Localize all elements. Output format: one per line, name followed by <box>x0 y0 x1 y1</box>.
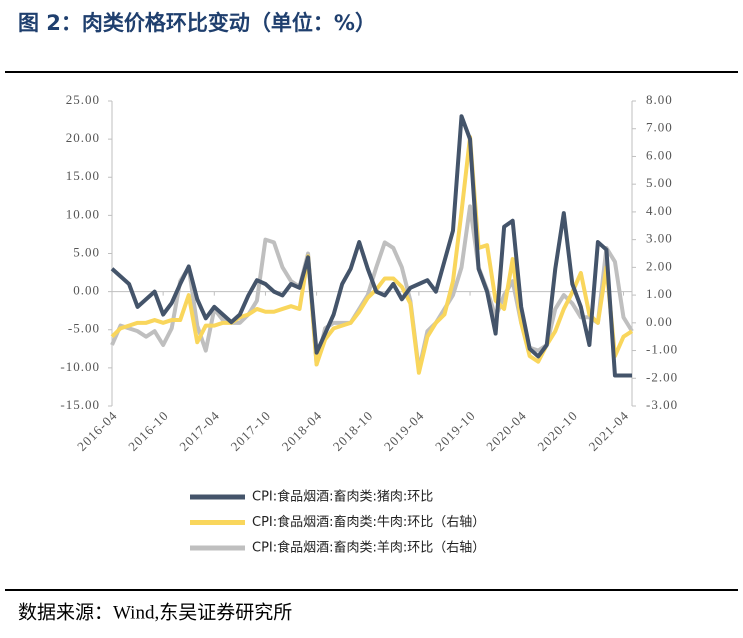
y2-tick-label: 4.00 <box>646 203 673 218</box>
y2-tick-label: 7.00 <box>646 120 673 135</box>
y-tick-label: 15.00 <box>66 168 100 183</box>
x-tick-label: 2018-04 <box>279 408 325 454</box>
y2-tick-label: -3.00 <box>646 397 678 412</box>
legend-label: CPI:食品烟酒:畜肉类:牛肉:环比（右轴） <box>252 514 485 530</box>
x-tick-label: 2018-10 <box>330 408 376 454</box>
legend-label: CPI:食品烟酒:畜肉类:羊肉:环比（右轴） <box>252 540 485 556</box>
y-tick-label: -15.00 <box>60 397 100 412</box>
y2-tick-label: 2.00 <box>646 258 673 273</box>
x-tick-label: 2017-04 <box>176 408 222 454</box>
y2-tick-label: 8.00 <box>646 92 673 107</box>
x-tick-label: 2020-04 <box>483 408 529 454</box>
x-tick-label: 2020-10 <box>534 408 580 454</box>
x-tick-label: 2019-10 <box>432 408 478 454</box>
y-tick-label: 10.00 <box>66 206 100 221</box>
chart-title: 图 2：肉类价格环比变动（单位：%） <box>18 11 376 35</box>
y2-tick-label: -2.00 <box>646 369 678 384</box>
y-tick-label: 0.00 <box>73 283 100 298</box>
x-tick-label: 2019-04 <box>381 408 427 454</box>
y-tick-label: 25.00 <box>66 92 100 107</box>
data-line <box>110 114 632 378</box>
y2-tick-label: 6.00 <box>646 147 673 162</box>
y2-tick-label: 3.00 <box>646 231 673 246</box>
y2-tick-label: 5.00 <box>646 175 673 190</box>
x-tick-label: 2016-10 <box>125 408 171 454</box>
data-line <box>110 135 634 375</box>
y-tick-label: -5.00 <box>68 321 100 336</box>
y2-tick-label: 1.00 <box>646 286 673 301</box>
legend-label: CPI:食品烟酒:畜肉类:猪肉:环比 <box>252 489 433 505</box>
y2-tick-label: -1.00 <box>646 342 678 357</box>
y-tick-label: -10.00 <box>60 359 100 374</box>
x-tick-label: 2021-04 <box>586 408 632 454</box>
source-note: 数据来源：Wind,东吴证券研究所 <box>18 601 292 623</box>
y-tick-label: 20.00 <box>66 130 100 145</box>
y2-tick-label: 0.00 <box>646 314 673 329</box>
x-tick-label: 2016-04 <box>74 408 120 454</box>
y-tick-label: 5.00 <box>73 244 100 259</box>
x-tick-label: 2017-10 <box>227 408 273 454</box>
